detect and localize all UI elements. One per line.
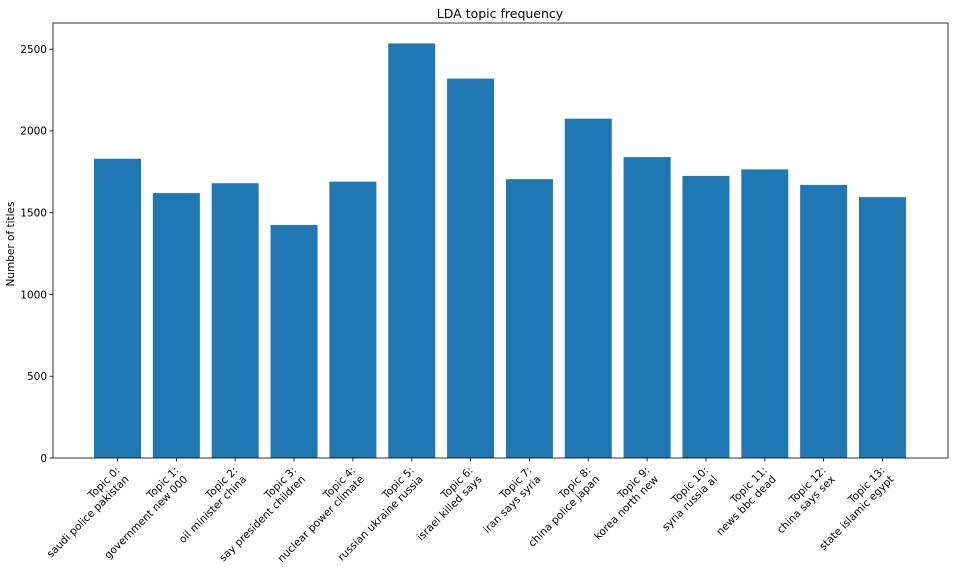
bars-group [94, 43, 906, 459]
bar-topic-10 [682, 175, 730, 458]
y-tick-label: 2500 [20, 44, 47, 56]
chart-title: LDA topic frequency [437, 6, 564, 21]
bar-topic-1 [152, 193, 200, 458]
bar-topic-13 [859, 197, 906, 458]
x-tick-label: Topic 12:china says sex [766, 465, 838, 537]
y-tick-label: 1500 [20, 207, 47, 219]
y-axis: 0 500 1000 1500 2000 2500 [20, 44, 53, 465]
x-tick-label: Topic 10:syria russia al [651, 465, 720, 534]
y-tick-label: 500 [27, 371, 47, 383]
bar-topic-0 [94, 158, 141, 459]
y-axis-label: Number of titles [5, 202, 17, 287]
x-tick-label: Topic 7:iran says syria [472, 465, 543, 536]
y-tick-label: 0 [40, 453, 47, 465]
bar-topic-6 [447, 78, 495, 458]
bar-topic-11 [741, 169, 789, 459]
bar-topic-8 [564, 118, 612, 459]
y-tick-label: 1000 [20, 289, 47, 301]
x-tick-label: Topic 11:news bbc dead [705, 465, 778, 538]
bar-topic-7 [505, 179, 553, 459]
x-axis: Topic 0:saudi police pakistan Topic 1:gov… [45, 458, 896, 565]
bar-topic-4 [329, 181, 377, 458]
bar-topic-2 [211, 183, 259, 458]
bar-topic-12 [800, 184, 848, 458]
bar-topic-3 [270, 224, 318, 458]
plot-area-frame [52, 22, 949, 459]
bar-topic-9 [623, 157, 671, 458]
bar-topic-5 [388, 43, 436, 458]
y-tick-label: 2000 [20, 126, 47, 138]
